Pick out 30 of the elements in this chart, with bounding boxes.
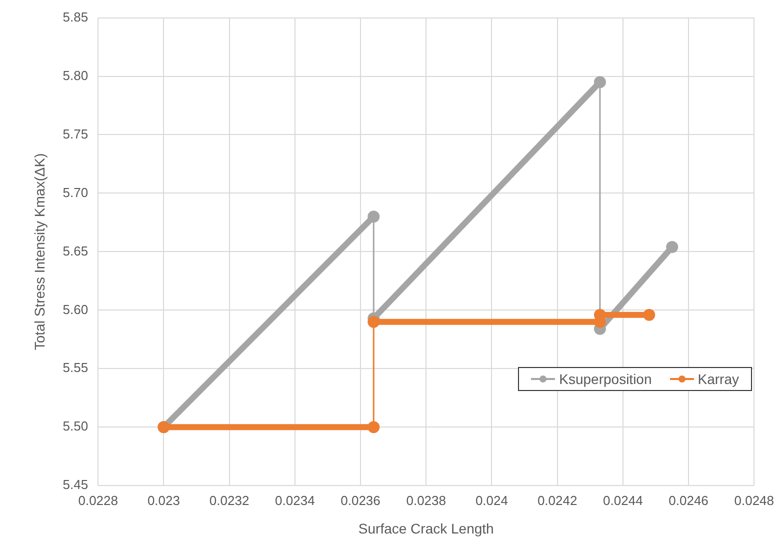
y-tick-label: 5.60 — [62, 302, 88, 317]
x-tick-label: 0.0234 — [275, 492, 315, 508]
y-tick-label: 5.50 — [62, 418, 88, 434]
x-tick-label: 0.0228 — [78, 492, 118, 508]
x-tick-label: 0.0246 — [668, 492, 708, 508]
y-tick-label: 5.55 — [62, 360, 88, 376]
point — [368, 210, 380, 223]
y-tick-label: 5.80 — [62, 68, 88, 83]
point — [643, 308, 656, 321]
y-tick-label: 5.65 — [62, 243, 88, 258]
y-axis-title: Total Stress Intensity Kmax(ΔK) — [31, 153, 48, 350]
point — [594, 76, 606, 88]
legend-label: Ksuperposition — [559, 371, 652, 387]
x-tick-label: 0.0238 — [406, 492, 446, 508]
y-tick-label: 5.75 — [62, 126, 88, 142]
x-tick-label: 0.023 — [147, 492, 180, 508]
point — [368, 316, 380, 328]
legend-label: Karray — [698, 371, 739, 387]
y-tick-label: 5.45 — [62, 477, 88, 492]
point — [666, 241, 678, 254]
x-tick-label: 0.0242 — [537, 492, 578, 508]
point — [368, 421, 380, 434]
x-axis-title: Surface Crack Length — [358, 520, 494, 536]
y-tick-label: 5.85 — [62, 9, 88, 24]
x-tick-label: 0.0232 — [209, 492, 250, 508]
x-tick-label: 0.024 — [475, 492, 508, 508]
x-tick-label: 0.0248 — [734, 492, 774, 508]
y-tick-label: 5.70 — [62, 184, 88, 200]
x-tick-label: 0.0236 — [340, 492, 380, 508]
x-tick-label: 0.0244 — [603, 492, 643, 508]
